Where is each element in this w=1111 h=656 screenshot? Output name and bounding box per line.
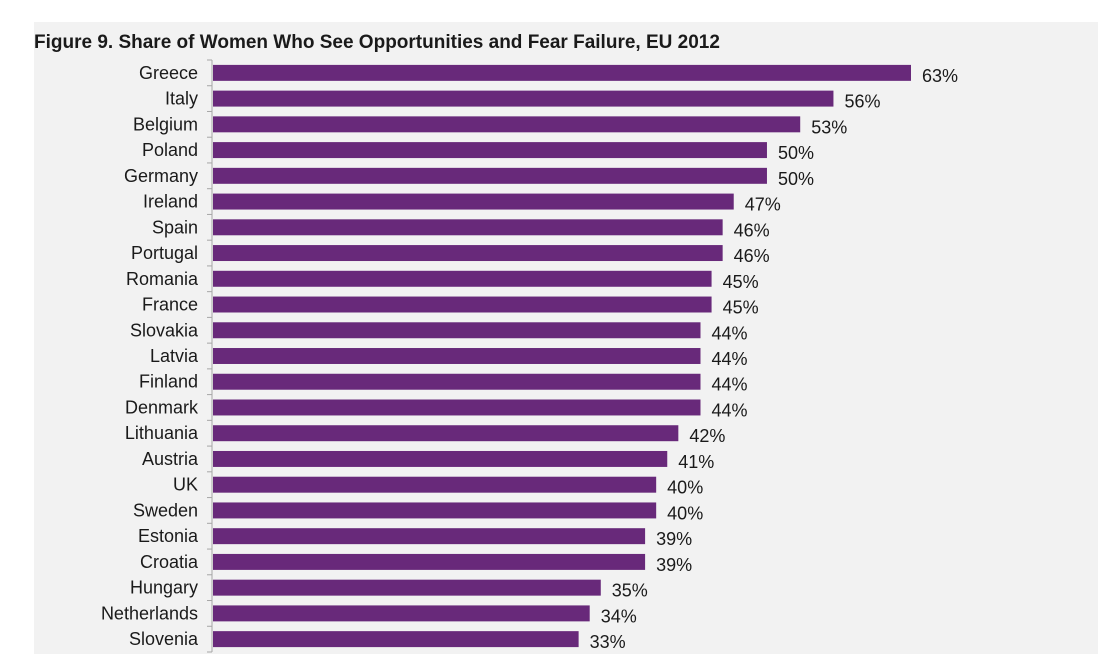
data-label: 39% — [656, 555, 692, 575]
data-label: 35% — [612, 581, 648, 601]
category-label: Lithuania — [125, 423, 199, 443]
category-label: Spain — [152, 217, 198, 237]
data-label: 42% — [689, 426, 725, 446]
data-label: 33% — [590, 632, 626, 652]
data-label: 44% — [711, 375, 747, 395]
category-label: Greece — [139, 63, 198, 83]
category-label: Germany — [124, 166, 198, 186]
bar — [213, 322, 701, 339]
bar — [213, 193, 734, 210]
data-label: 50% — [778, 169, 814, 189]
category-label: Latvia — [150, 346, 199, 366]
bar — [213, 553, 646, 570]
chart-figure: Figure 9. Share of Women Who See Opportu… — [34, 22, 1098, 654]
bar — [213, 296, 712, 313]
category-label: Sweden — [133, 500, 198, 520]
data-label: 50% — [778, 143, 814, 163]
category-label: Finland — [139, 372, 198, 392]
category-label: Ireland — [143, 192, 198, 212]
data-label: 45% — [723, 298, 759, 318]
category-label: Slovenia — [129, 629, 199, 649]
bar — [213, 605, 590, 622]
data-label: 41% — [678, 452, 714, 472]
bar — [213, 528, 646, 545]
bar — [213, 348, 701, 364]
data-label: 46% — [734, 246, 770, 266]
category-label: Denmark — [125, 397, 199, 417]
bar — [213, 631, 579, 648]
category-label: Romania — [126, 269, 199, 289]
data-label: 63% — [922, 66, 958, 86]
data-label: 53% — [811, 117, 847, 137]
category-label: Slovakia — [130, 320, 199, 340]
category-label: Portugal — [131, 243, 198, 263]
category-label: France — [142, 295, 198, 315]
data-label: 39% — [656, 529, 692, 549]
category-label: Netherlands — [101, 603, 198, 623]
bar — [213, 450, 668, 467]
data-label: 44% — [711, 349, 747, 369]
bar — [213, 579, 601, 596]
category-label: Hungary — [130, 578, 198, 598]
bar — [213, 142, 767, 159]
category-label: Estonia — [138, 526, 199, 546]
bar — [213, 116, 801, 133]
category-label: Italy — [165, 89, 198, 109]
bar — [213, 373, 701, 390]
bar — [213, 167, 767, 184]
data-label: 56% — [844, 92, 880, 112]
bar — [213, 502, 657, 519]
data-label: 44% — [711, 400, 747, 420]
data-label: 40% — [667, 478, 703, 498]
bar — [213, 425, 679, 442]
bar — [213, 476, 657, 493]
data-label: 40% — [667, 503, 703, 523]
chart-title: Figure 9. Share of Women Who See Opportu… — [34, 32, 720, 53]
bar — [213, 64, 911, 81]
category-label: Austria — [142, 449, 199, 469]
category-label: Poland — [142, 140, 198, 160]
bar — [213, 245, 723, 262]
bar — [213, 399, 701, 416]
bar — [213, 90, 834, 107]
data-label: 47% — [745, 195, 781, 215]
data-label: 45% — [723, 272, 759, 292]
bar — [213, 270, 712, 287]
category-label: Croatia — [140, 552, 199, 572]
category-label: Belgium — [133, 114, 198, 134]
data-label: 44% — [711, 323, 747, 343]
bar-chart: Greece 63% Italy 56% Belgium 53% Poland 50% Germ… — [101, 59, 958, 653]
category-label: UK — [173, 475, 198, 495]
data-label: 34% — [601, 606, 637, 626]
data-label: 46% — [734, 220, 770, 240]
bar — [213, 219, 723, 236]
